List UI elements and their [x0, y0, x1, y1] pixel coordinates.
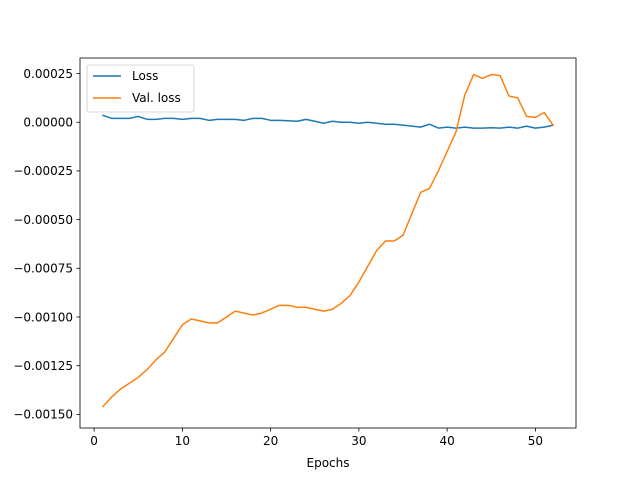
x-tick-label: 0 — [90, 434, 98, 448]
y-axis: 0.00025 0.00000 −0.00025 −0.00050 −0.00075 −0… — [13, 67, 80, 422]
x-tick-label: 50 — [528, 434, 543, 448]
y-tick-label: 0.00025 — [23, 67, 73, 81]
x-tick-label: 20 — [263, 434, 278, 448]
legend-label-val-loss: Val. loss — [132, 91, 181, 105]
y-tick-label: −0.00150 — [13, 408, 73, 422]
x-axis-label: Epochs — [307, 456, 350, 470]
y-tick-label: −0.00025 — [13, 164, 73, 178]
plot-frame — [79, 57, 577, 429]
y-tick-label: −0.00125 — [13, 359, 73, 373]
y-tick-label: −0.00050 — [13, 213, 73, 227]
series-line-val-loss — [101, 73, 555, 408]
x-axis: 0 10 20 30 40 50 — [90, 428, 543, 448]
series-line-loss — [102, 114, 554, 129]
y-tick-label: −0.00075 — [13, 262, 73, 276]
x-tick-label: 10 — [175, 434, 190, 448]
plot-lines — [101, 73, 555, 408]
y-tick-label: −0.00100 — [13, 310, 73, 324]
y-tick-label: 0.00000 — [23, 116, 73, 130]
legend: Loss Val. loss — [86, 64, 195, 113]
x-tick-label: 30 — [351, 434, 366, 448]
legend-label-loss: Loss — [132, 69, 158, 83]
x-tick-label: 40 — [440, 434, 455, 448]
